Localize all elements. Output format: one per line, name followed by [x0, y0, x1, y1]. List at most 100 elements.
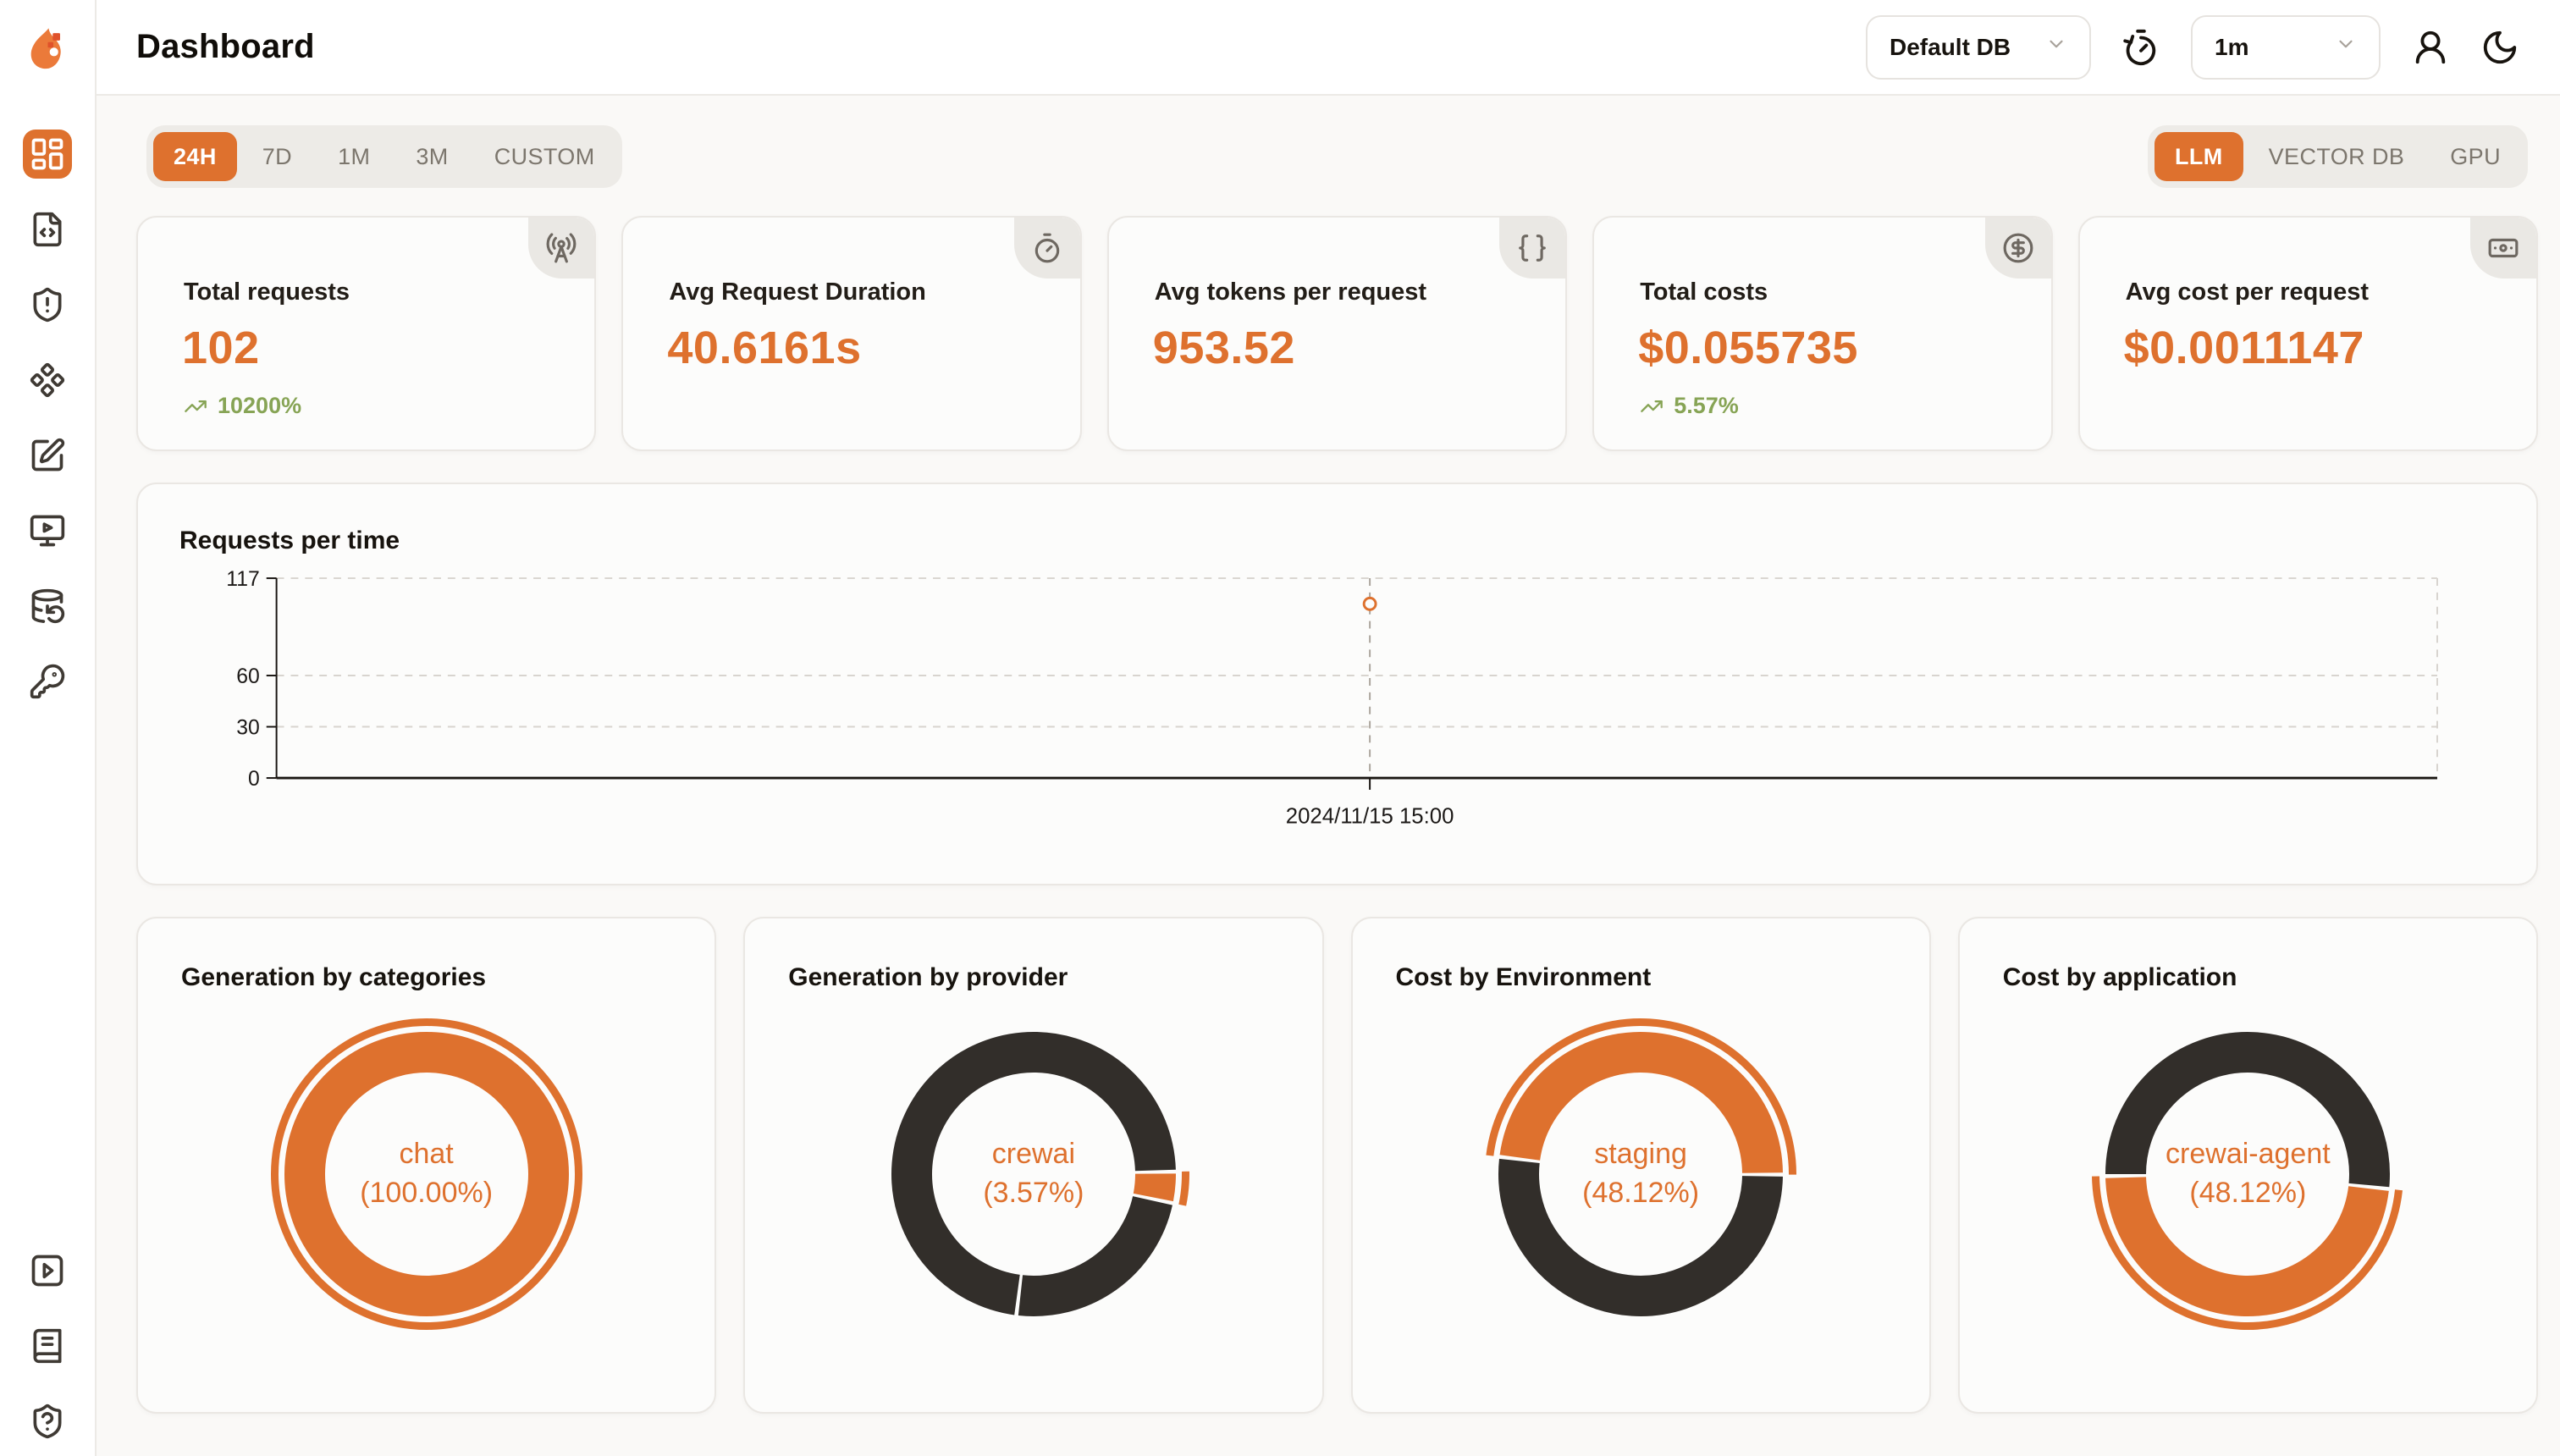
sidebar-item-support[interactable]	[23, 1397, 72, 1446]
donut-center-label: staging (48.12%)	[1582, 1138, 1700, 1209]
moon-icon	[2483, 30, 2517, 63]
sidebar-item-vault[interactable]	[23, 582, 72, 631]
generation-by-categories-card: Generation by categories chat (100.00%)	[136, 917, 717, 1414]
stat-label: Avg Request Duration	[669, 279, 926, 306]
sidebar-item-playground[interactable]	[23, 431, 72, 480]
sidebar-nav	[23, 96, 72, 706]
stat-label: Avg cost per request	[2125, 279, 2369, 306]
component-icon	[30, 362, 65, 398]
file-code-icon	[33, 212, 62, 247]
tab-vector-db[interactable]: VECTOR DB	[2268, 143, 2405, 169]
svg-text:2024/11/15 15:00: 2024/11/15 15:00	[1286, 805, 1454, 829]
requests-per-time-panel: 0 30 60 117 2024/11/15 15:00 Requests per ti…	[136, 483, 2538, 885]
stat-label: Total costs	[1640, 279, 1768, 306]
sidebar-item-api-keys[interactable]	[23, 657, 72, 706]
chevron-down-icon	[2045, 33, 2067, 61]
key-icon	[30, 664, 65, 699]
refresh-history-button[interactable]	[2121, 28, 2160, 67]
sidebar-item-requests[interactable]	[23, 205, 72, 254]
donut-title: Cost by Environment	[1395, 963, 1652, 991]
requests-per-time-chart[interactable]: 0 30 60 117 2024/11/15 15:00	[138, 484, 2536, 884]
environment-donut-chart[interactable]	[1480, 1013, 1801, 1335]
generation-by-provider-card: Generation by provider crewai (3.57%)	[743, 917, 1324, 1414]
sidebar-bottom-nav	[23, 1246, 72, 1456]
stat-card-total-costs: Total costs $0.055735 5.57%	[1592, 216, 2053, 451]
cost-by-application-card: Cost by application crewai-agent (48.12%…	[1957, 917, 2538, 1414]
stat-card-total-requests: Total requests 102 10200%	[136, 216, 597, 451]
stat-card-badge	[1013, 218, 1080, 279]
shield-question-icon	[33, 1404, 62, 1439]
scope-tabs: LLM VECTOR DB GPU	[2147, 125, 2528, 188]
tab-7d[interactable]: 7D	[262, 143, 293, 169]
stat-card-avg-tokens: Avg tokens per request 953.52	[1106, 216, 1568, 451]
page-title: Dashboard	[136, 28, 315, 65]
tab-llm[interactable]: LLM	[2154, 132, 2243, 181]
stat-value: $0.055735	[1638, 323, 1858, 373]
stat-card-badge	[528, 218, 595, 279]
trending-up-icon	[1641, 400, 1663, 412]
book-icon	[33, 1328, 62, 1364]
shield-alert-icon	[33, 287, 62, 323]
stat-label: Total requests	[184, 279, 350, 306]
stat-cards-row: Total requests 102 10200% Avg Request Du…	[136, 216, 2538, 451]
banknote-icon	[2488, 238, 2519, 258]
stat-value: 40.6161s	[667, 323, 862, 373]
donut-title: Cost by application	[2002, 963, 2237, 991]
database-select-value: Default DB	[1890, 33, 2011, 60]
tab-1m[interactable]: 1M	[338, 143, 371, 169]
refresh-interval-select[interactable]: 1m	[2191, 14, 2381, 80]
sidebar-item-documentation[interactable]	[23, 1321, 72, 1371]
sidebar	[0, 0, 97, 1456]
stat-card-badge	[1499, 218, 1566, 279]
chevron-down-icon	[2335, 33, 2357, 61]
provider-donut-chart[interactable]	[873, 1013, 1194, 1335]
stat-card-avg-duration: Avg Request Duration 40.6161s	[621, 216, 1082, 451]
tab-3m[interactable]: 3M	[416, 143, 449, 169]
tab-custom[interactable]: CUSTOM	[494, 143, 595, 169]
sidebar-item-exceptions[interactable]	[23, 280, 72, 329]
profile-button[interactable]	[2411, 28, 2450, 67]
circle-dollar-icon	[2003, 233, 2033, 263]
user-icon	[2415, 30, 2446, 63]
svg-text:117: 117	[226, 568, 259, 591]
donut-title: Generation by categories	[181, 963, 487, 991]
header: Dashboard Default DB 1m	[97, 0, 2560, 96]
donut-center-label: crewai-agent (48.12%)	[2166, 1138, 2331, 1209]
stat-value: 102	[182, 323, 260, 373]
stat-trend: 5.57%	[1640, 393, 2050, 419]
tab-24h[interactable]: 24H	[153, 132, 237, 181]
flame-logo-icon	[30, 27, 61, 69]
donut-center-label: chat (100.00%)	[360, 1138, 494, 1209]
svg-text:60: 60	[236, 665, 260, 688]
application-donut-chart[interactable]	[2087, 1013, 2408, 1335]
refresh-interval-value: 1m	[2215, 33, 2249, 60]
stat-value: $0.0011147	[2123, 323, 2364, 373]
braces-icon	[1519, 234, 1547, 262]
donut-cards-row: Generation by categories chat (100.00%) …	[136, 917, 2538, 1414]
stat-card-badge	[2470, 218, 2536, 279]
stat-label: Avg tokens per request	[1154, 279, 1427, 306]
square-play-icon	[31, 1255, 63, 1287]
sidebar-item-demo-video[interactable]	[23, 1246, 72, 1295]
sidebar-item-prompt-hub[interactable]	[23, 356, 72, 405]
stat-card-avg-cost: Avg cost per request $0.0011147	[2077, 216, 2538, 451]
database-backup-icon	[31, 588, 65, 624]
radio-tower-icon	[546, 233, 577, 263]
svg-text:30: 30	[236, 716, 260, 739]
trending-up-icon	[185, 400, 207, 412]
time-range-tabs: 24H 7D 1M 3M CUSTOM	[146, 125, 622, 188]
dark-mode-toggle[interactable]	[2480, 28, 2519, 67]
tab-gpu[interactable]: GPU	[2450, 143, 2501, 169]
timer-icon	[1034, 233, 1060, 263]
database-select[interactable]: Default DB	[1866, 14, 2091, 80]
sidebar-item-evaluations[interactable]	[23, 506, 72, 555]
stat-value: 953.52	[1152, 323, 1295, 373]
app-logo[interactable]	[0, 0, 95, 96]
square-pen-icon	[31, 438, 65, 472]
stat-trend: 10200%	[184, 393, 594, 419]
categories-donut-chart[interactable]	[266, 1013, 588, 1335]
sidebar-item-dashboard[interactable]	[23, 130, 72, 179]
history-icon	[2123, 29, 2156, 65]
stat-card-badge	[1984, 218, 2051, 279]
